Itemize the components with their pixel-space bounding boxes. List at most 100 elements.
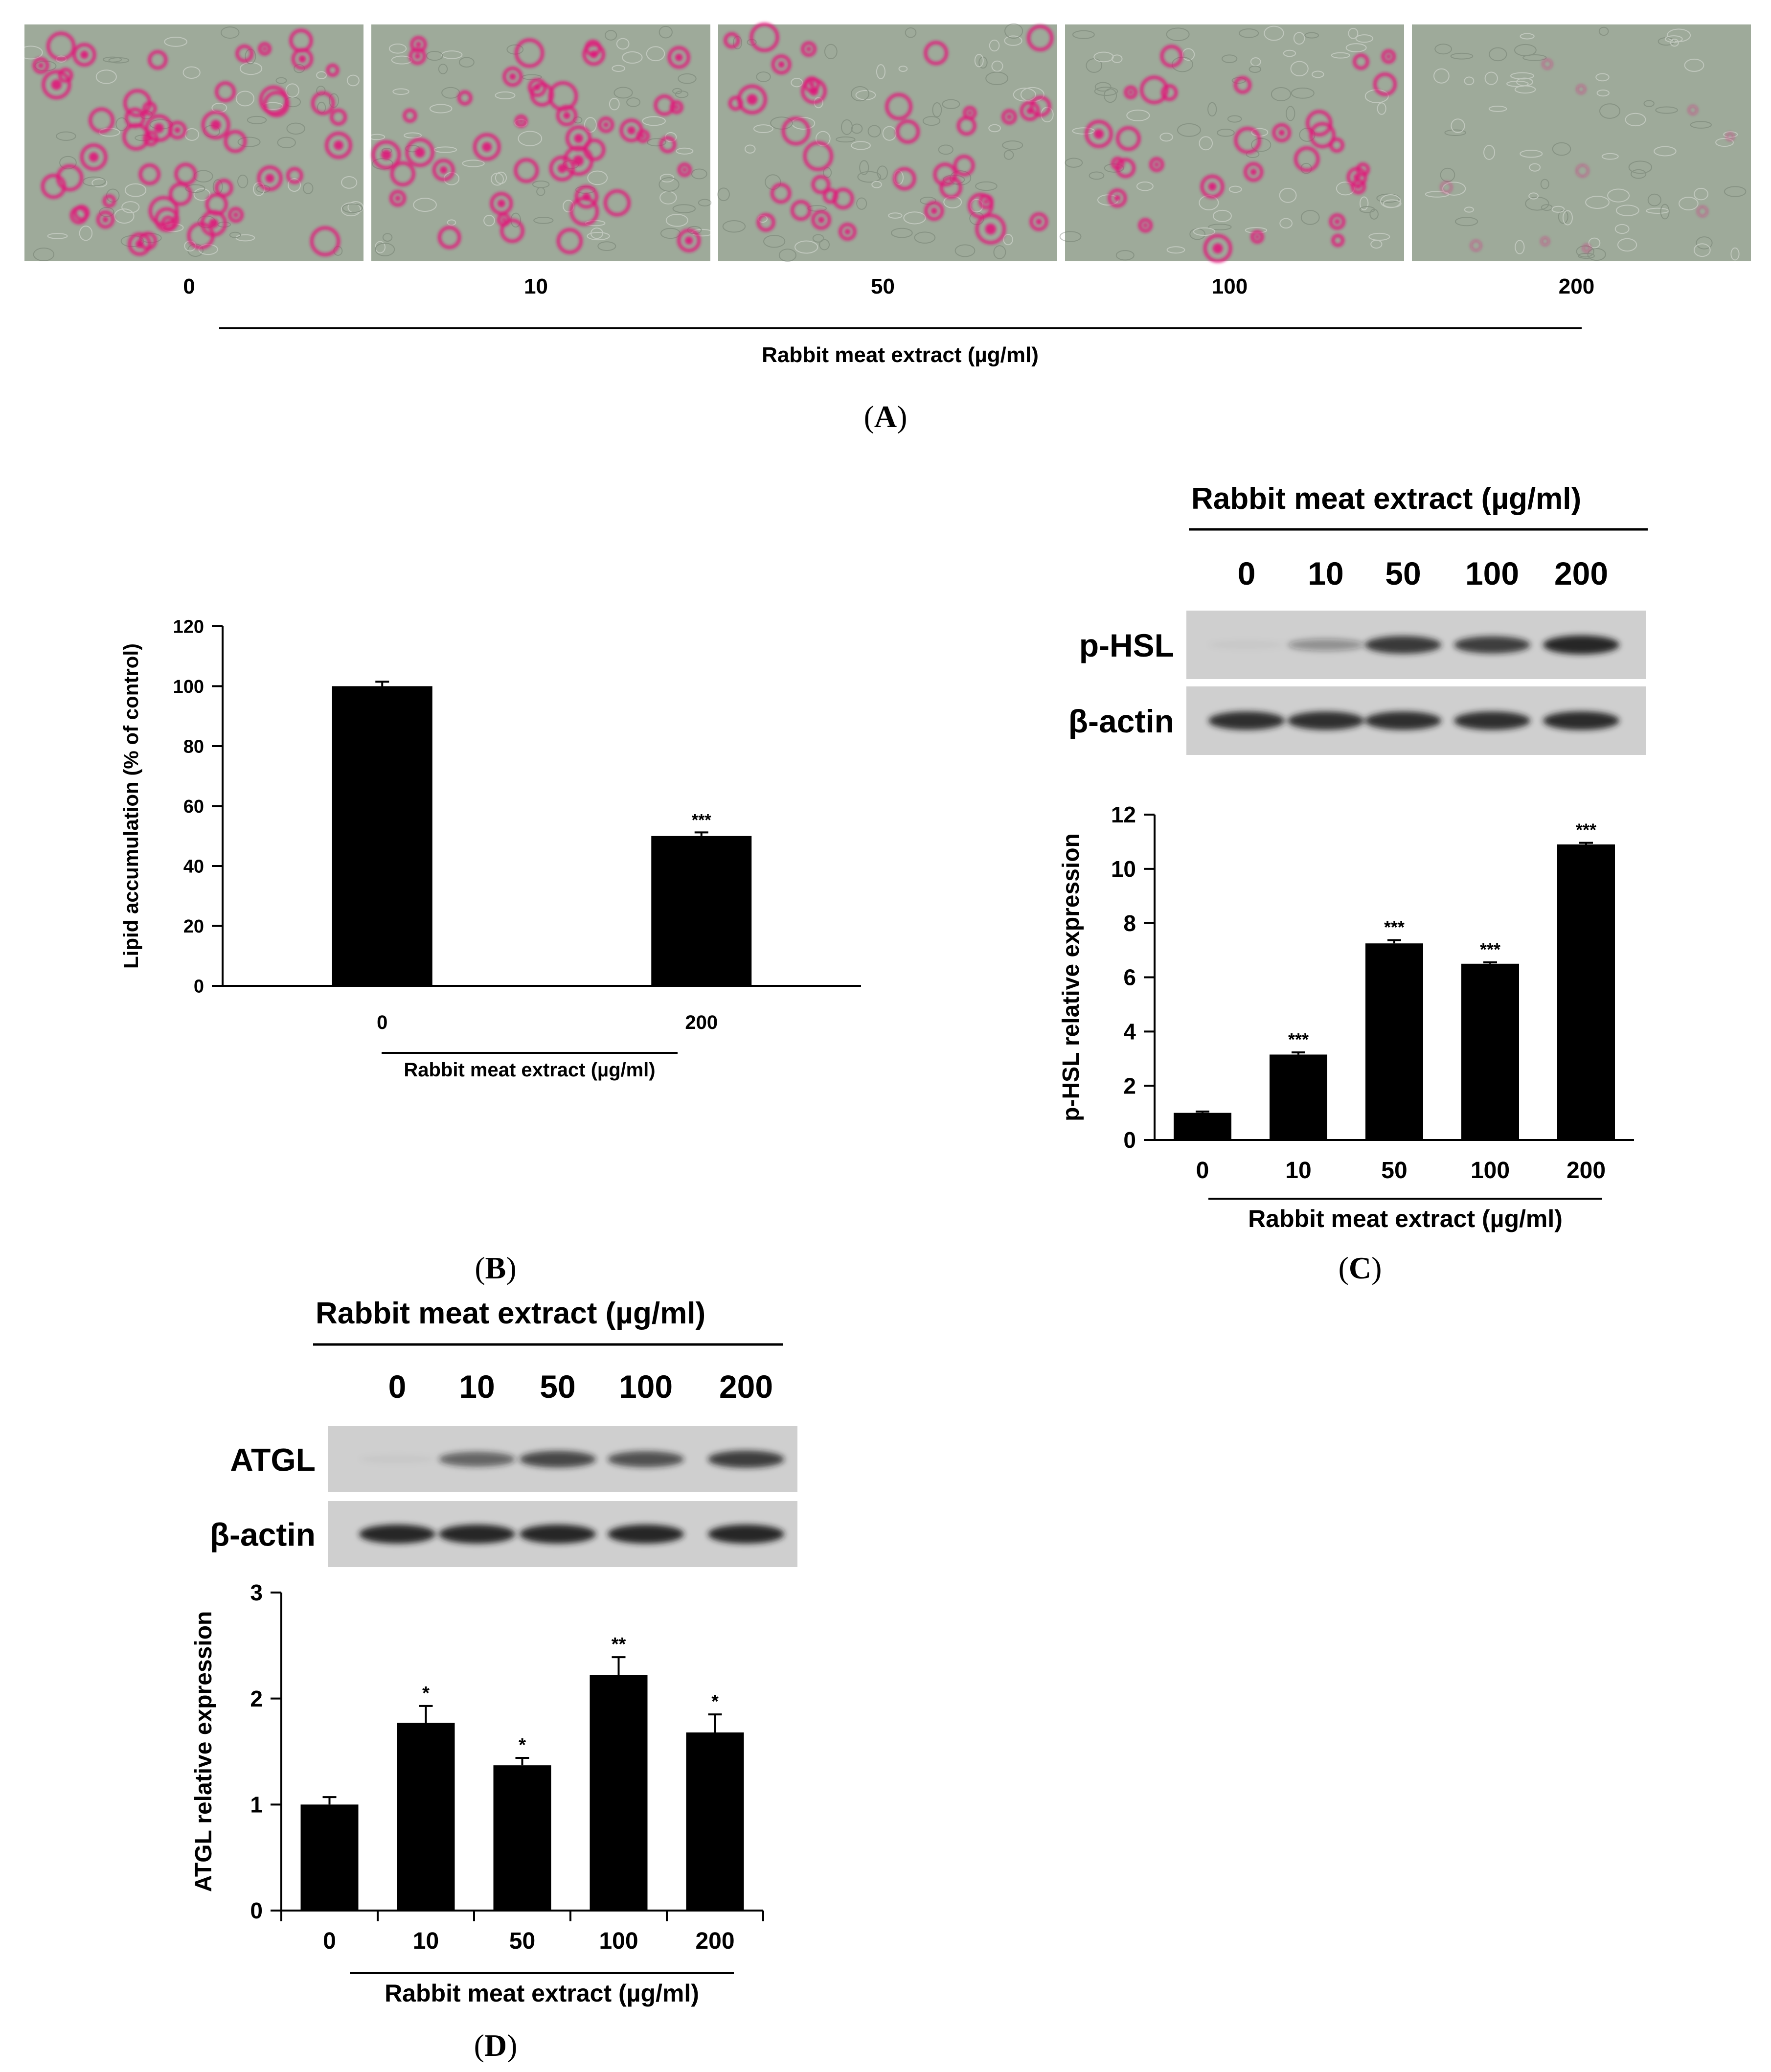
lane-label: 0: [388, 1368, 407, 1405]
significance-marker: ***: [1288, 1029, 1309, 1049]
x-category-label: 0: [377, 1012, 387, 1033]
lane-label: 50: [540, 1368, 575, 1405]
blot-band: [1543, 635, 1619, 655]
y-tick-label: 20: [183, 916, 204, 937]
significance-marker: *: [519, 1735, 526, 1755]
bar: [1557, 844, 1615, 1140]
lane-label: 100: [1465, 555, 1519, 592]
x-category-label: 10: [413, 1928, 439, 1954]
blot-row: β-actin: [1068, 686, 1646, 755]
lane-label: 50: [1385, 555, 1421, 592]
blot-band: [1365, 711, 1441, 730]
x-category-label: 200: [695, 1928, 734, 1954]
blot-band: [1208, 711, 1285, 730]
y-tick-label: 6: [1123, 965, 1136, 990]
blot-band: [708, 1525, 784, 1544]
bar: [397, 1723, 455, 1911]
blot-band: [439, 1525, 515, 1544]
x-category-label: 100: [599, 1928, 638, 1954]
x-category-label: 0: [323, 1928, 336, 1954]
y-axis-title: p-HSL relative expression: [1058, 833, 1084, 1121]
x-category-label: 50: [1381, 1158, 1407, 1184]
y-tick-label: 2: [250, 1686, 263, 1711]
lane-label: 100: [619, 1368, 673, 1405]
dose-label: 0: [183, 274, 195, 298]
bar: [300, 1804, 359, 1911]
blot-band: [1365, 636, 1441, 654]
y-tick-label: 0: [250, 1898, 263, 1923]
microscopy-image: [1059, 24, 1404, 263]
panel-d: Rabbit meat extract (µg/ml) 0 10 50 100 200A…: [191, 1297, 797, 2063]
significance-marker: ***: [1576, 820, 1596, 840]
y-axis-title: ATGL relative expression: [191, 1611, 217, 1892]
blot-row: p-HSL: [1079, 611, 1646, 679]
y-tick-label: 10: [1111, 856, 1136, 882]
stained-lipid-droplets: [724, 23, 1054, 245]
blot-band: [359, 1525, 435, 1544]
x-category-label: 10: [1285, 1158, 1311, 1184]
significance-marker: ***: [1384, 917, 1405, 937]
microscopy-image: [1412, 24, 1751, 261]
stained-lipid-droplets: [1085, 45, 1397, 263]
lane-label: 0: [1238, 555, 1256, 592]
bar: [686, 1732, 744, 1911]
y-tick-label: 120: [173, 616, 204, 637]
panel-b: 0 20 40 60 80 100 120 0 200 *** Rabbit meat extrac…: [119, 616, 861, 1285]
panel-d-caption: (D): [474, 2028, 518, 2063]
stained-lipid-droplets: [32, 28, 352, 256]
x-category-label: 200: [685, 1012, 718, 1033]
panel-c-caption: (C): [1339, 1251, 1382, 1285]
lane-label: 200: [1554, 555, 1608, 592]
x-axis-title: Rabbit meat extract (µg/ml): [385, 1980, 699, 2007]
panel-a-caption: (A): [864, 399, 908, 434]
bands: [1208, 635, 1619, 655]
blot-band: [608, 1451, 684, 1467]
y-tick-label: 60: [183, 797, 204, 817]
blot-band: [359, 1455, 435, 1463]
blot-row-label: ATGL: [230, 1442, 316, 1478]
panel-b-caption: (B): [475, 1251, 516, 1285]
error-bar: [1387, 939, 1401, 944]
lane-labels: 0 10 50 100 200: [388, 1368, 773, 1405]
error-bar: [1483, 961, 1497, 964]
x-axis: 0 200: [223, 985, 861, 1033]
significance-marker: ***: [1480, 939, 1500, 959]
y-tick-label: 0: [1123, 1127, 1136, 1153]
blot-row: β-actin: [210, 1501, 797, 1567]
cell-texture: [1425, 26, 1747, 261]
x-category-label: 0: [1196, 1158, 1209, 1184]
bar: [1365, 943, 1423, 1140]
dose-label: 100: [1212, 274, 1248, 298]
p-hsl-expression-chart: 0 2 4 6 8 10 12 0 10 50 100 200 *** *** *** *** Rabbit m…: [1058, 802, 1634, 1232]
panel-a-xtitle: Rabbit meat extract (µg/ml): [762, 343, 1039, 367]
stained-lipid-droplets: [1440, 59, 1735, 253]
error-bar: [515, 1757, 529, 1766]
blot-band: [1454, 711, 1530, 730]
dose-labels: 0 10 50 100 200: [183, 274, 1594, 298]
blot-band: [1454, 636, 1530, 654]
panel-c-blot-title: Rabbit meat extract (µg/ml): [1191, 482, 1581, 516]
error-bar: [375, 681, 389, 686]
y-tick-label: 40: [183, 856, 204, 877]
dose-label: 50: [871, 274, 895, 298]
blot-band: [1208, 640, 1285, 649]
bar: [651, 836, 752, 986]
error-bar: [1579, 842, 1593, 844]
blot-band: [520, 1525, 596, 1544]
microscopy-row: [19, 23, 1751, 263]
blot-row-label: β-actin: [210, 1517, 316, 1553]
lipid-accumulation-chart: 0 20 40 60 80 100 120 0 200 *** Rabbit meat extrac…: [119, 616, 861, 1081]
cell-texture: [19, 26, 364, 261]
significance-marker: **: [612, 1634, 626, 1655]
significance-marker: *: [711, 1691, 719, 1712]
significance-marker: ***: [692, 811, 711, 829]
bar: [332, 686, 432, 986]
y-axis-title: Lipid accumulation (% of control): [119, 643, 142, 969]
y-tick-label: 2: [1123, 1073, 1136, 1098]
error-bar: [612, 1656, 626, 1675]
error-bar: [322, 1796, 337, 1805]
x-axis: 0 10 50 100 200: [1155, 1139, 1634, 1184]
error-bar: [694, 831, 708, 836]
